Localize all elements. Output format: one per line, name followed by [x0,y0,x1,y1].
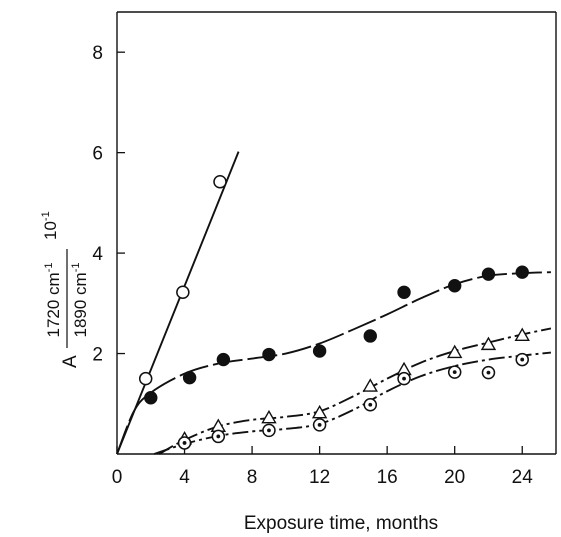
y-axis-title: A 1720 cm-1 1890 cm-1 10-1 [40,211,90,368]
y-tick-label: 2 [92,345,103,366]
x-tick-label: 20 [444,467,465,488]
marker-open-triangle [261,409,277,424]
data-markers [138,175,530,450]
x-tick-label: 16 [377,467,398,488]
marker-open-triangle [446,344,463,359]
marker-dot [317,422,322,427]
marker-dot [182,441,187,445]
marker-dotted-circle [211,429,226,444]
marker-dotted-circle [481,365,496,380]
marker-dotted-circle [447,365,462,379]
marker-dot [486,370,491,375]
x-tick-label: 4 [179,467,190,488]
marker-filled-circle [397,285,411,299]
marker-open-circle [213,175,227,189]
fit-line-series-1 [116,151,240,455]
x-tick-label: 0 [112,467,123,488]
marker-filled-circle [481,267,496,281]
marker-dotted-circle [312,418,327,432]
x-tick-label: 24 [512,467,534,488]
marker-dotted-circle [262,423,276,438]
x-axis-title: Exposure time, months [244,513,438,534]
marker-open-triangle [362,378,378,392]
marker-filled-circle [182,370,197,385]
marker-filled-circle [447,279,462,293]
marker-dot [267,428,271,433]
x-tick-label: 8 [247,467,258,488]
y-axis-numerator: 1720 cm-1 [43,263,63,338]
marker-filled-circle [312,344,327,358]
marker-dot [402,376,406,381]
marker-dot [368,402,373,407]
marker-dotted-circle [177,436,192,450]
marker-open-triangle [480,336,497,351]
marker-open-triangle [514,327,530,342]
marker-dotted-circle [397,371,411,386]
y-tick-label: 8 [92,43,103,64]
marker-dotted-circle [515,352,529,367]
marker-open-triangle [311,404,328,419]
y-tick-label: 4 [92,244,103,265]
marker-open-circle [176,285,190,300]
fit-lines [116,151,552,455]
marker-dotted-circle [363,398,378,412]
marker-dot [452,370,457,375]
marker-filled-circle [216,352,231,367]
marker-dot [520,357,525,362]
marker-filled-circle [262,347,276,362]
plot-frame [116,11,557,455]
x-tick-label: 12 [309,467,330,488]
y-axis-prefix: A [60,355,81,368]
marker-dot [216,434,221,439]
y-tick-label: 6 [92,144,103,165]
marker-open-circle [138,371,153,386]
fit-line-series-2 [116,271,551,455]
marker-filled-circle [363,329,377,343]
y-axis-factor: 10-1 [40,211,60,240]
y-axis-denominator: 1890 cm-1 [70,263,90,338]
marker-filled-circle [515,265,529,279]
marker-filled-circle [144,391,158,405]
